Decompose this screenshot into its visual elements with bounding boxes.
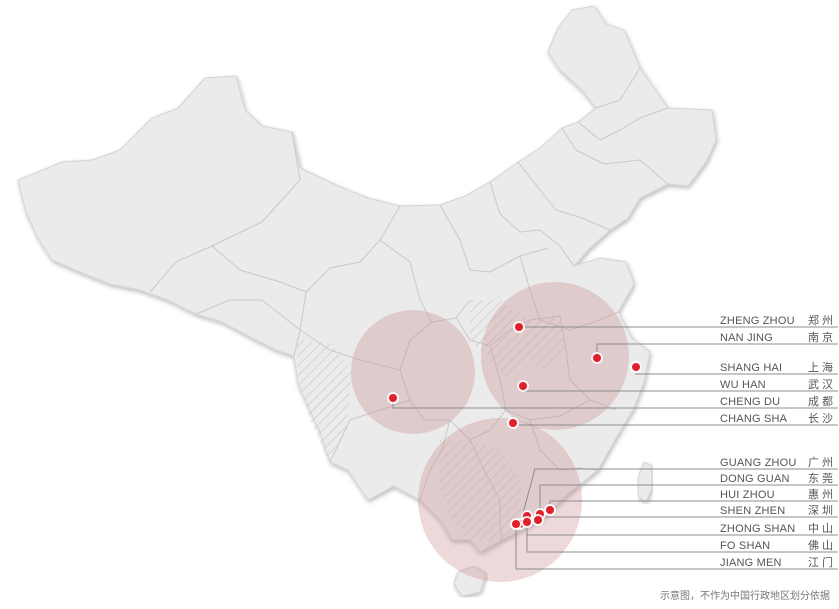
city-name-en: ZHENG ZHOU: [720, 315, 795, 327]
city-name-en: HUI ZHOU: [720, 489, 775, 501]
leader-line-foshan: [526, 522, 838, 553]
city-name-zh: 惠州: [808, 488, 836, 501]
city-label-wuhan[interactable]: WU HAN 武汉: [720, 377, 838, 393]
city-label-dongguan[interactable]: DONG GUAN 东莞: [720, 471, 838, 487]
city-label-huizhou[interactable]: HUI ZHOU 惠州: [720, 487, 838, 503]
city-name-en: SHEN ZHEN: [720, 505, 786, 517]
city-name-en: FO SHAN: [720, 540, 771, 552]
city-name-zh: 深圳: [808, 504, 836, 517]
city-label-shanghai[interactable]: SHANG HAI 上海: [720, 360, 838, 376]
marker-jiangmen[interactable]: [512, 520, 520, 528]
marker-changsha[interactable]: [509, 419, 517, 427]
city-label-zhongshan[interactable]: ZHONG SHAN 中山: [720, 521, 838, 537]
hainan-island: [453, 565, 487, 597]
city-name-zh: 广州: [808, 456, 836, 469]
city-name-zh: 长沙: [808, 412, 836, 425]
city-name-zh: 南京: [808, 331, 836, 344]
city-label-jiangmen[interactable]: JIANG MEN 江门: [720, 555, 838, 571]
coverage-regions: [351, 282, 629, 582]
marker-huizhou[interactable]: [546, 506, 554, 514]
marker-foshan[interactable]: [523, 518, 531, 526]
city-name-zh: 郑州: [808, 314, 836, 327]
city-name-en: CHENG DU: [720, 396, 781, 408]
city-name-zh: 中山: [808, 522, 836, 535]
region-west: [351, 310, 475, 434]
city-label-chengdu[interactable]: CHENG DU 成都: [720, 394, 838, 410]
region-south: [418, 418, 582, 582]
marker-shenzhen[interactable]: [534, 516, 542, 524]
city-name-en: CHANG SHA: [720, 413, 788, 425]
city-name-zh: 成都: [808, 395, 836, 408]
city-name-zh: 武汉: [808, 378, 836, 391]
marker-shanghai[interactable]: [632, 363, 640, 371]
city-label-shenzhen[interactable]: SHEN ZHEN 深圳: [720, 503, 838, 519]
city-name-en: ZHONG SHAN: [720, 523, 796, 535]
city-label-zhengzhou[interactable]: ZHENG ZHOU 郑州: [720, 313, 838, 329]
taiwan-island: [637, 461, 653, 503]
city-name-en: JIANG MEN: [720, 557, 782, 569]
land-group: [17, 5, 717, 597]
city-name-en: WU HAN: [720, 379, 766, 391]
city-name-en: GUANG ZHOU: [720, 457, 797, 469]
marker-chengdu[interactable]: [389, 394, 397, 402]
city-label-guangzhou[interactable]: GUANG ZHOU 广州: [720, 455, 838, 471]
city-name-zh: 东莞: [808, 472, 836, 485]
leader-line-jiangmen: [515, 524, 838, 570]
marker-wuhan[interactable]: [519, 382, 527, 390]
city-label-nanjing[interactable]: NAN JING 南京: [720, 330, 838, 346]
province-borders: [149, 67, 669, 541]
region-east: [481, 282, 629, 430]
leader-line-guangzhou: [519, 468, 838, 525]
city-name-zh: 佛山: [808, 539, 836, 552]
city-name-en: DONG GUAN: [720, 473, 790, 485]
city-markers: [387, 321, 642, 530]
city-label-changsha[interactable]: CHANG SHA 长沙: [720, 411, 838, 427]
city-name-zh: 江门: [808, 556, 836, 569]
marker-zhengzhou[interactable]: [515, 323, 523, 331]
hatched-areas: [296, 300, 566, 540]
city-label-foshan[interactable]: FO SHAN 佛山: [720, 538, 838, 554]
city-name-zh: 上海: [808, 361, 836, 374]
marker-nanjing[interactable]: [593, 354, 601, 362]
city-name-en: NAN JING: [720, 332, 773, 344]
map-disclaimer: 示意图，不作为中国行政地区划分依据: [660, 591, 830, 602]
city-name-en: SHANG HAI: [720, 362, 783, 374]
leader-line-dongguan: [539, 484, 838, 514]
china-landmass: [17, 5, 717, 553]
